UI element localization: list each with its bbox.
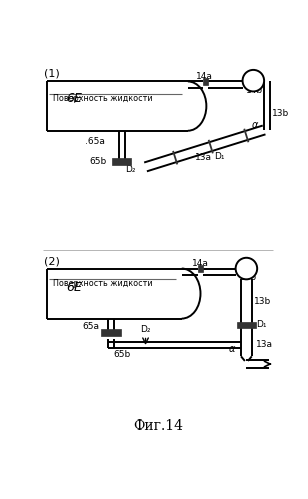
Text: D₁: D₁ — [257, 320, 267, 329]
Text: 13a: 13a — [256, 339, 273, 348]
Text: α: α — [229, 344, 235, 354]
Text: 13b: 13b — [272, 108, 289, 117]
Text: Поверхность жидкости: Поверхность жидкости — [53, 94, 153, 103]
Text: 65a: 65a — [82, 322, 99, 331]
Text: H₂: H₂ — [248, 76, 258, 85]
Text: 14a: 14a — [192, 259, 209, 268]
Text: Поверхность жидкости: Поверхность жидкости — [53, 279, 153, 288]
Text: H₂: H₂ — [241, 264, 252, 273]
Text: 65b: 65b — [89, 157, 106, 166]
Bar — [112, 159, 131, 165]
Bar — [198, 265, 203, 271]
Text: 13b: 13b — [254, 297, 271, 306]
Text: 6Е: 6Е — [66, 281, 82, 294]
Text: Фиг.14: Фиг.14 — [133, 419, 183, 433]
Circle shape — [236, 258, 257, 279]
Text: 13a: 13a — [195, 153, 212, 162]
Text: 65b: 65b — [113, 349, 130, 358]
Text: 14b: 14b — [240, 272, 257, 281]
Text: (2): (2) — [44, 256, 60, 266]
Text: 14b: 14b — [246, 86, 263, 95]
Text: D₂: D₂ — [125, 165, 135, 174]
Circle shape — [243, 70, 264, 91]
Text: D₁: D₁ — [214, 152, 225, 161]
Text: .65a: .65a — [85, 137, 105, 146]
Text: α: α — [252, 120, 258, 130]
Text: 14a: 14a — [197, 72, 213, 81]
Text: D₂: D₂ — [140, 325, 151, 334]
Text: 6Е: 6Е — [66, 92, 82, 105]
Bar — [101, 329, 121, 335]
Text: (1): (1) — [44, 68, 60, 78]
Bar — [203, 78, 208, 84]
Bar — [237, 322, 256, 328]
